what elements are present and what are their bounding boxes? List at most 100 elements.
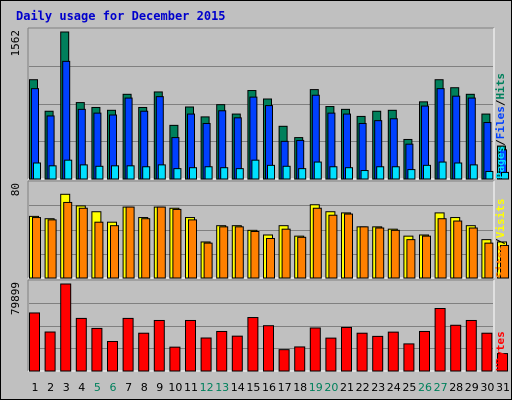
day-tick-label: 22 [356, 381, 370, 394]
legend-entry: Hits [494, 73, 507, 100]
bar-sites [406, 239, 416, 279]
day-tick-label: 4 [78, 381, 85, 394]
bar-sites [500, 244, 509, 279]
bar-kbytes [325, 337, 337, 372]
legend-entry: Sites [494, 245, 507, 278]
day-tick-label: 10 [168, 381, 182, 394]
bar-pages [345, 167, 353, 180]
bar-sites [328, 214, 338, 279]
bar-sites [203, 242, 213, 279]
bar-sites [312, 207, 322, 279]
bar-kbytes [60, 283, 72, 372]
bar-pages [95, 165, 104, 180]
bar-pages [64, 159, 73, 180]
bar-kbytes [153, 319, 165, 372]
legend-entry: / [494, 99, 507, 106]
bar-sites [172, 208, 182, 279]
panel-0-area [28, 28, 494, 179]
day-tick-label: 25 [402, 381, 416, 394]
bar-sites [188, 219, 197, 279]
day-tick-label: 28 [449, 381, 463, 394]
bar-pages [469, 164, 478, 180]
bar-kbytes [107, 340, 118, 372]
bar-sites [359, 226, 369, 279]
bar-pages [126, 165, 135, 180]
day-tick-label: 8 [141, 381, 148, 394]
bar-sites [437, 218, 447, 279]
day-tick-label: 27 [434, 381, 448, 394]
bar-sites [78, 207, 88, 279]
bar-kbytes [434, 307, 446, 372]
panel-0-ymax-label: 1562 [9, 30, 22, 57]
bar-pages [407, 169, 416, 180]
bar-kbytes [356, 332, 368, 372]
bar-kbytes [403, 343, 415, 372]
day-tick-label: 13 [215, 381, 229, 394]
bar-kbytes [91, 327, 103, 372]
bar-kbytes [465, 319, 477, 372]
bar-kbytes [231, 335, 243, 372]
bar-kbytes [309, 327, 321, 372]
bar-pages [220, 167, 229, 180]
bar-kbytes [200, 337, 212, 372]
bar-pages [501, 171, 509, 180]
bar-sites [297, 236, 307, 279]
bar-sites [32, 217, 41, 279]
bar-kbytes [44, 331, 56, 372]
bar-sites [219, 226, 229, 279]
legend-entry: / [494, 238, 507, 245]
bar-pages [329, 166, 338, 180]
legend-entry: / [494, 139, 507, 146]
bar-pages [376, 166, 385, 180]
legend-entry: Files [494, 106, 507, 139]
bar-sites [422, 235, 431, 279]
bar-files [483, 122, 492, 180]
bar-pages [454, 162, 463, 180]
day-tick-label: 2 [47, 381, 54, 394]
bar-pages [111, 165, 119, 180]
day-tick-label: 20 [324, 381, 338, 394]
panel-1-area [28, 181, 494, 278]
bar-kbytes [216, 330, 228, 372]
bar-pages [313, 161, 322, 180]
bar-sites [110, 225, 119, 279]
day-tick-label: 19 [309, 381, 323, 394]
bar-sites [156, 206, 166, 279]
bar-pages [204, 166, 213, 180]
bar-sites [266, 237, 275, 279]
panel-2-area [28, 280, 494, 371]
panel-0-legend: Pages/Files/Hits [494, 73, 507, 179]
day-tick-label: 24 [387, 381, 401, 394]
day-tick-label: 18 [293, 381, 307, 394]
day-tick-label: 14 [231, 381, 245, 394]
bar-sites [375, 227, 385, 279]
day-tick-label: 29 [465, 381, 479, 394]
bar-pages [360, 170, 369, 180]
bar-pages [267, 164, 275, 180]
day-tick-label: 12 [200, 381, 214, 394]
bar-sites [141, 218, 151, 279]
bar-kbytes [263, 325, 274, 372]
legend-entry: Pages [494, 146, 507, 179]
panel-2-ymax-label: 79899 [9, 282, 22, 315]
bar-sites [250, 231, 260, 279]
bar-pages [423, 164, 431, 180]
bar-sites [390, 229, 400, 279]
bar-pages [485, 170, 494, 180]
bar-kbytes [497, 353, 508, 372]
bar-sites [484, 242, 494, 279]
day-tick-label: 16 [262, 381, 276, 394]
bar-pages [438, 161, 447, 180]
bar-pages [391, 166, 400, 180]
bar-pages [282, 165, 291, 180]
panel-1-legend: Sites/Visits [494, 199, 507, 279]
bar-pages [48, 165, 57, 180]
day-tick-label: 5 [94, 381, 101, 394]
bar-kbytes [450, 324, 462, 372]
day-tick-label: 3 [63, 381, 70, 394]
panel-2-legend: KBytes [494, 331, 507, 371]
bar-pages [33, 162, 41, 180]
chart-title: Daily usage for December 2015 [16, 9, 226, 23]
